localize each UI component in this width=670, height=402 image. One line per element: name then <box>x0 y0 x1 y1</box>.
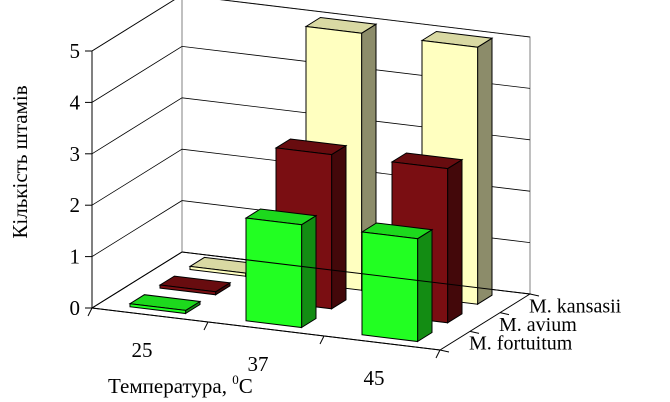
x-tick-mark <box>87 307 93 317</box>
gridline <box>91 97 531 155</box>
bar-side <box>447 158 463 324</box>
x-axis-title-text: Температура, <box>108 374 232 398</box>
bar-side <box>477 37 493 306</box>
bars <box>128 16 494 343</box>
y-tick-label: 1 <box>70 245 81 269</box>
y-tick-label: 0 <box>70 296 81 320</box>
x-axis-title: Температура, 0С <box>108 372 253 398</box>
series-label: M. kansasii <box>529 295 622 317</box>
z-tick-mark <box>439 349 450 353</box>
z-tick-mark <box>529 293 540 297</box>
x-axis-line <box>91 307 441 351</box>
x-tick-mark <box>435 349 441 359</box>
gridline <box>91 45 531 103</box>
x-tick-label: 37 <box>248 352 269 376</box>
y-tick-label: 2 <box>70 193 81 217</box>
bar-side <box>417 228 433 343</box>
gridline <box>91 0 531 52</box>
z-tick-mark <box>499 312 510 316</box>
bar-side <box>331 144 347 310</box>
bar-mfortuitum-37 <box>244 208 318 329</box>
x-tick-label: 45 <box>364 366 385 390</box>
y-tick-label: 3 <box>70 142 81 166</box>
x-tick-label: 25 <box>132 338 153 362</box>
y-axis-title: Кількість штамів <box>8 85 32 238</box>
axes <box>85 50 540 359</box>
side-wall <box>91 0 183 309</box>
x-tick-mark <box>319 335 325 345</box>
x-axis-title-superscript: 0 <box>232 372 239 387</box>
x-tick-mark <box>203 321 209 331</box>
z-tick-mark <box>469 330 480 334</box>
y-tick-label: 5 <box>70 39 81 63</box>
bar-front <box>129 303 187 315</box>
bar-front <box>245 217 303 329</box>
bar-front <box>159 284 217 296</box>
y-tick-label: 4 <box>70 90 81 114</box>
x-axis-title-unit: С <box>239 374 253 398</box>
bar-front <box>361 231 419 343</box>
series-label: M. fortuitum <box>469 333 573 355</box>
bar-side <box>301 214 317 329</box>
bar-mfortuitum-25 <box>128 294 202 315</box>
series-label: M. avium <box>499 314 577 336</box>
bar-mfortuitum-45 <box>360 222 434 343</box>
bar-mavium-25 <box>158 275 232 296</box>
